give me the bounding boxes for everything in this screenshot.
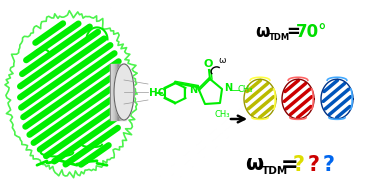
- Polygon shape: [282, 79, 314, 119]
- Text: =: =: [286, 23, 300, 41]
- Text: N: N: [224, 83, 232, 93]
- Text: O: O: [203, 59, 213, 69]
- Ellipse shape: [117, 73, 131, 111]
- Ellipse shape: [122, 85, 126, 99]
- Ellipse shape: [117, 72, 131, 112]
- Text: ω: ω: [218, 56, 226, 65]
- Text: —: —: [231, 85, 241, 95]
- Ellipse shape: [120, 81, 128, 103]
- Ellipse shape: [120, 80, 128, 104]
- Text: $\mathbf{\omega}$: $\mathbf{\omega}$: [245, 156, 264, 174]
- Text: TDM: TDM: [262, 166, 288, 176]
- Text: $\mathbf{\omega}$: $\mathbf{\omega}$: [255, 24, 271, 41]
- Ellipse shape: [123, 89, 125, 95]
- Text: 70°: 70°: [296, 23, 327, 41]
- Ellipse shape: [115, 65, 133, 119]
- Ellipse shape: [121, 83, 127, 101]
- Text: ?: ?: [293, 155, 305, 175]
- Text: N: N: [189, 85, 197, 95]
- Ellipse shape: [121, 84, 127, 100]
- Text: TDM: TDM: [269, 33, 290, 42]
- Polygon shape: [321, 79, 353, 119]
- Ellipse shape: [115, 67, 133, 117]
- Polygon shape: [244, 79, 276, 119]
- Ellipse shape: [116, 69, 132, 115]
- Text: HO: HO: [149, 88, 166, 98]
- Text: CH₃: CH₃: [237, 85, 253, 94]
- Text: =: =: [281, 155, 299, 175]
- Ellipse shape: [114, 64, 134, 120]
- Ellipse shape: [118, 75, 130, 109]
- Ellipse shape: [122, 87, 126, 97]
- Ellipse shape: [122, 88, 125, 96]
- Text: CH₃: CH₃: [214, 110, 230, 119]
- Ellipse shape: [119, 79, 129, 105]
- Ellipse shape: [115, 68, 133, 116]
- Polygon shape: [110, 64, 126, 120]
- Ellipse shape: [118, 76, 130, 108]
- Text: ?: ?: [308, 155, 320, 175]
- Text: ?: ?: [323, 155, 335, 175]
- Ellipse shape: [116, 71, 132, 113]
- Ellipse shape: [119, 77, 129, 107]
